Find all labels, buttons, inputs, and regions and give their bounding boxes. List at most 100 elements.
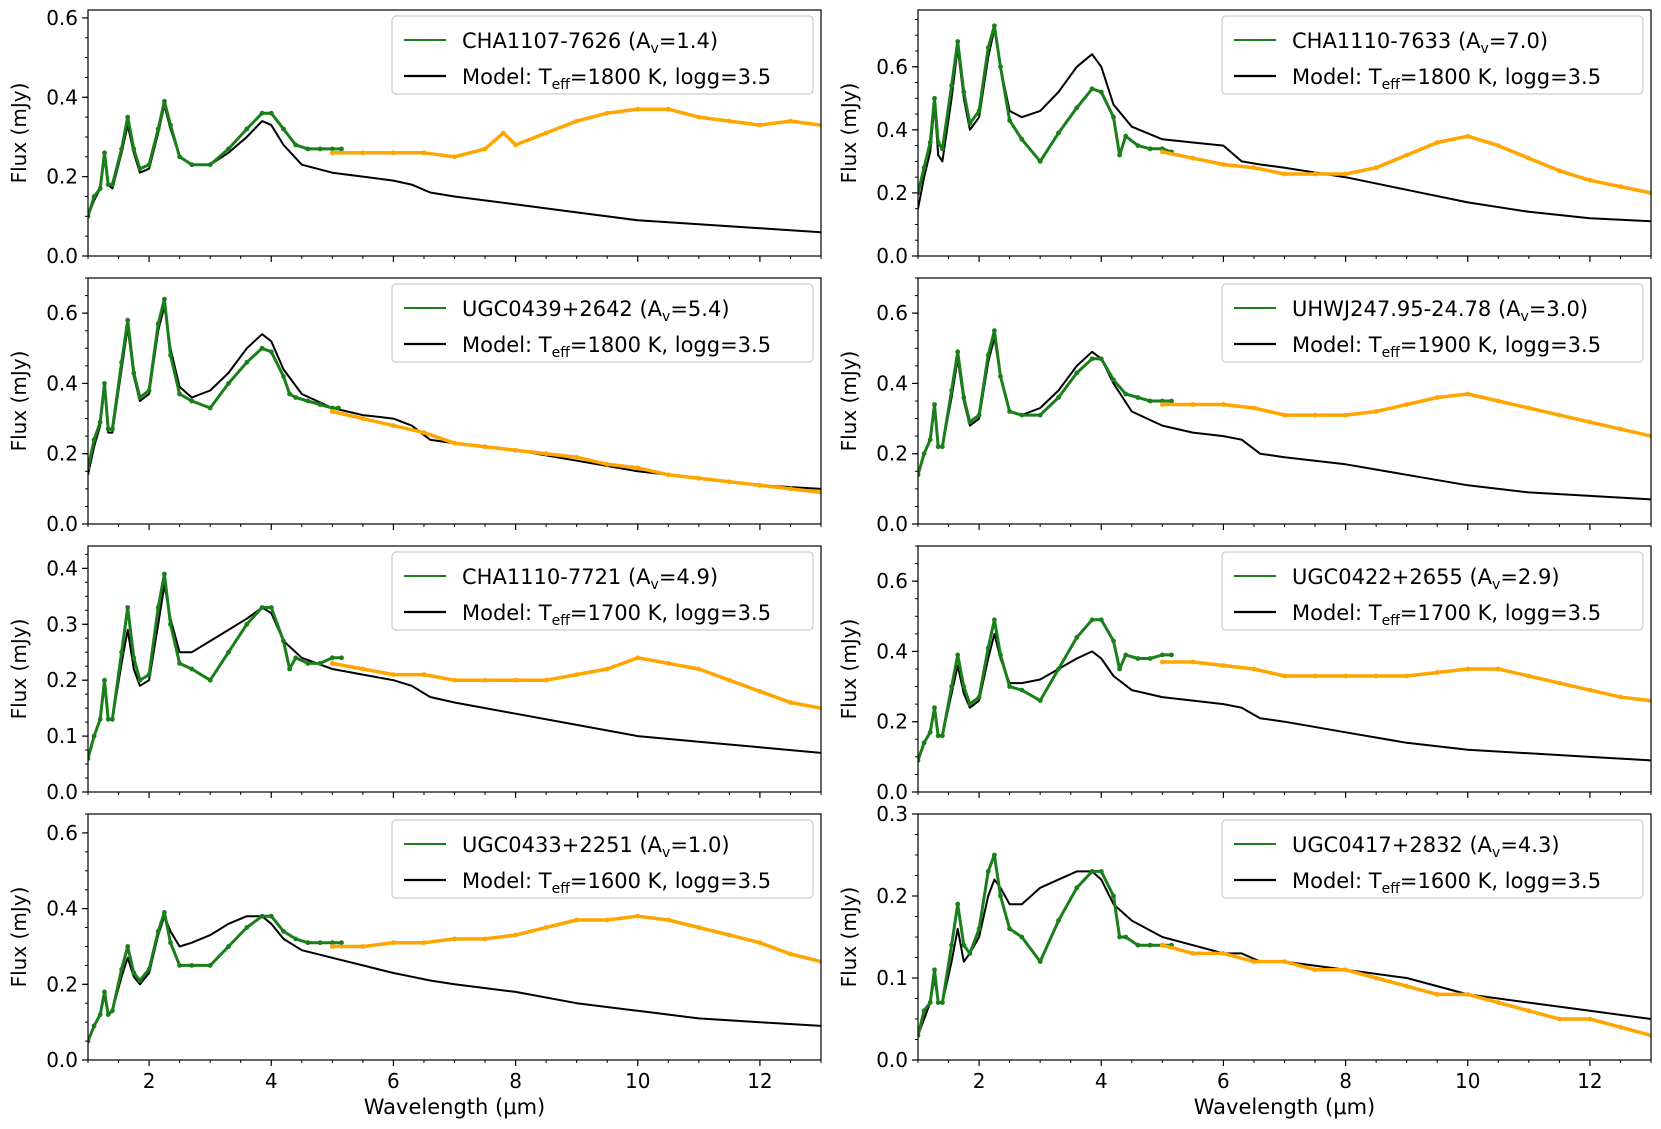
data-point-nirspec <box>1056 918 1061 923</box>
data-point-miri <box>1465 391 1471 397</box>
plot-area <box>88 98 821 234</box>
x-tick-label: 10 <box>625 1069 650 1093</box>
data-point-miri <box>757 482 763 488</box>
data-point-nirspec <box>949 83 954 89</box>
data-point-nirspec <box>329 146 335 152</box>
x-tick-label: 6 <box>1217 1069 1230 1093</box>
data-point-nirspec <box>935 444 941 450</box>
data-point-nirspec <box>985 645 991 651</box>
data-point-nirspec <box>146 162 152 168</box>
x-tick-label: 2 <box>143 1069 156 1093</box>
data-point-miri <box>1221 663 1226 668</box>
data-point-miri <box>1373 165 1379 171</box>
data-point-nirspec <box>935 733 941 739</box>
data-point-miri <box>1434 395 1440 400</box>
data-point-miri <box>1587 419 1593 425</box>
legend: CHA1107-7626 (Av=1.4) Model: Teff=1800 K,… <box>391 15 814 95</box>
data-point-miri <box>788 700 793 705</box>
data-point-nirspec <box>955 652 961 658</box>
data-point-miri <box>1465 666 1471 672</box>
data-point-nirspec <box>985 352 991 358</box>
subscript: v <box>651 577 659 593</box>
data-point-nirspec <box>1007 926 1012 932</box>
data-point-nirspec <box>921 165 927 171</box>
y-tick-label: 0.6 <box>876 301 908 325</box>
data-point-miri <box>1251 405 1257 411</box>
data-point-miri <box>1282 171 1287 177</box>
data-point-nirspec <box>998 652 1003 658</box>
y-tick-label: 0.3 <box>876 802 908 826</box>
subscript: eff <box>1382 77 1401 93</box>
data-point-miri <box>1221 162 1226 167</box>
data-point-nirspec <box>1135 942 1141 948</box>
data-point-nirspec <box>259 345 265 351</box>
data-point-nirspec <box>961 89 967 95</box>
y-tick-label: 0.4 <box>876 118 908 142</box>
data-point-miri <box>391 940 396 946</box>
data-point-nirspec <box>317 661 323 666</box>
data-point-miri <box>1190 951 1196 956</box>
data-point-miri <box>727 932 732 938</box>
data-point-nirspec <box>97 1012 103 1017</box>
data-point-nirspec <box>1123 391 1129 397</box>
data-point-nirspec <box>226 381 231 386</box>
data-point-nirspec <box>155 321 161 327</box>
model-prefix: Model: T <box>1292 333 1382 357</box>
data-point-nirspec <box>1111 114 1116 120</box>
data-point-miri <box>513 932 518 938</box>
plot-area <box>88 296 821 495</box>
legend: UGC0417+2832 (Av=4.3) Model: Teff=1600 K,… <box>1221 819 1644 899</box>
data-point-nirspec <box>998 374 1003 379</box>
data-point-nirspec <box>189 666 195 672</box>
data-point-miri <box>1190 155 1196 161</box>
data-point-miri <box>1343 673 1348 679</box>
data-point-miri <box>391 423 396 428</box>
data-point-miri <box>665 106 671 112</box>
data-point-nirspec <box>967 419 973 425</box>
data-point-nirspec <box>976 694 982 700</box>
data-point-nirspec <box>921 1008 927 1014</box>
data-point-miri <box>1159 942 1165 948</box>
data-point-miri <box>604 666 610 672</box>
data-point-nirspec <box>268 110 274 116</box>
data-point-nirspec <box>305 661 311 666</box>
data-point-nirspec <box>1089 869 1095 874</box>
data-point-nirspec <box>119 966 124 972</box>
y-tick-label: 0.4 <box>46 85 78 109</box>
data-point-nirspec <box>207 405 213 411</box>
data-point-nirspec <box>955 349 961 355</box>
data-point-nirspec <box>207 677 213 683</box>
subscript: v <box>651 41 659 57</box>
data-point-nirspec <box>1089 86 1095 92</box>
data-point-nirspec <box>1037 412 1043 418</box>
data-point-nirspec <box>1098 89 1104 95</box>
series-line-model <box>918 632 1651 762</box>
data-point-nirspec <box>1159 398 1165 404</box>
subscript: v <box>662 845 670 861</box>
x-tick-label: 12 <box>1577 1069 1602 1093</box>
data-point-nirspec <box>162 98 167 104</box>
data-point-nirspec <box>932 95 937 101</box>
legend-box <box>1221 819 1644 899</box>
data-point-nirspec <box>1037 159 1043 164</box>
data-point-nirspec <box>168 122 173 128</box>
data-point-miri <box>1618 426 1623 432</box>
model-params: =1700 K, logg=3.5 <box>1400 601 1601 625</box>
data-point-nirspec <box>927 140 933 145</box>
data-point-miri <box>1282 673 1287 679</box>
data-point-nirspec <box>998 893 1003 899</box>
data-point-nirspec <box>940 733 945 739</box>
y-tick-label: 0.2 <box>876 181 908 205</box>
y-axis-label: Flux (mJy) <box>837 619 861 720</box>
data-point-nirspec <box>935 140 941 145</box>
x-axis-label: Wavelength (μm) <box>1194 1095 1375 1119</box>
data-point-nirspec <box>935 1000 941 1005</box>
data-point-nirspec <box>932 705 937 711</box>
data-point-nirspec <box>189 398 195 404</box>
x-tick-label: 2 <box>973 1069 986 1093</box>
legend-box <box>391 283 814 363</box>
data-point-nirspec <box>927 437 933 443</box>
data-point-nirspec <box>259 913 265 919</box>
data-point-nirspec <box>985 45 991 51</box>
